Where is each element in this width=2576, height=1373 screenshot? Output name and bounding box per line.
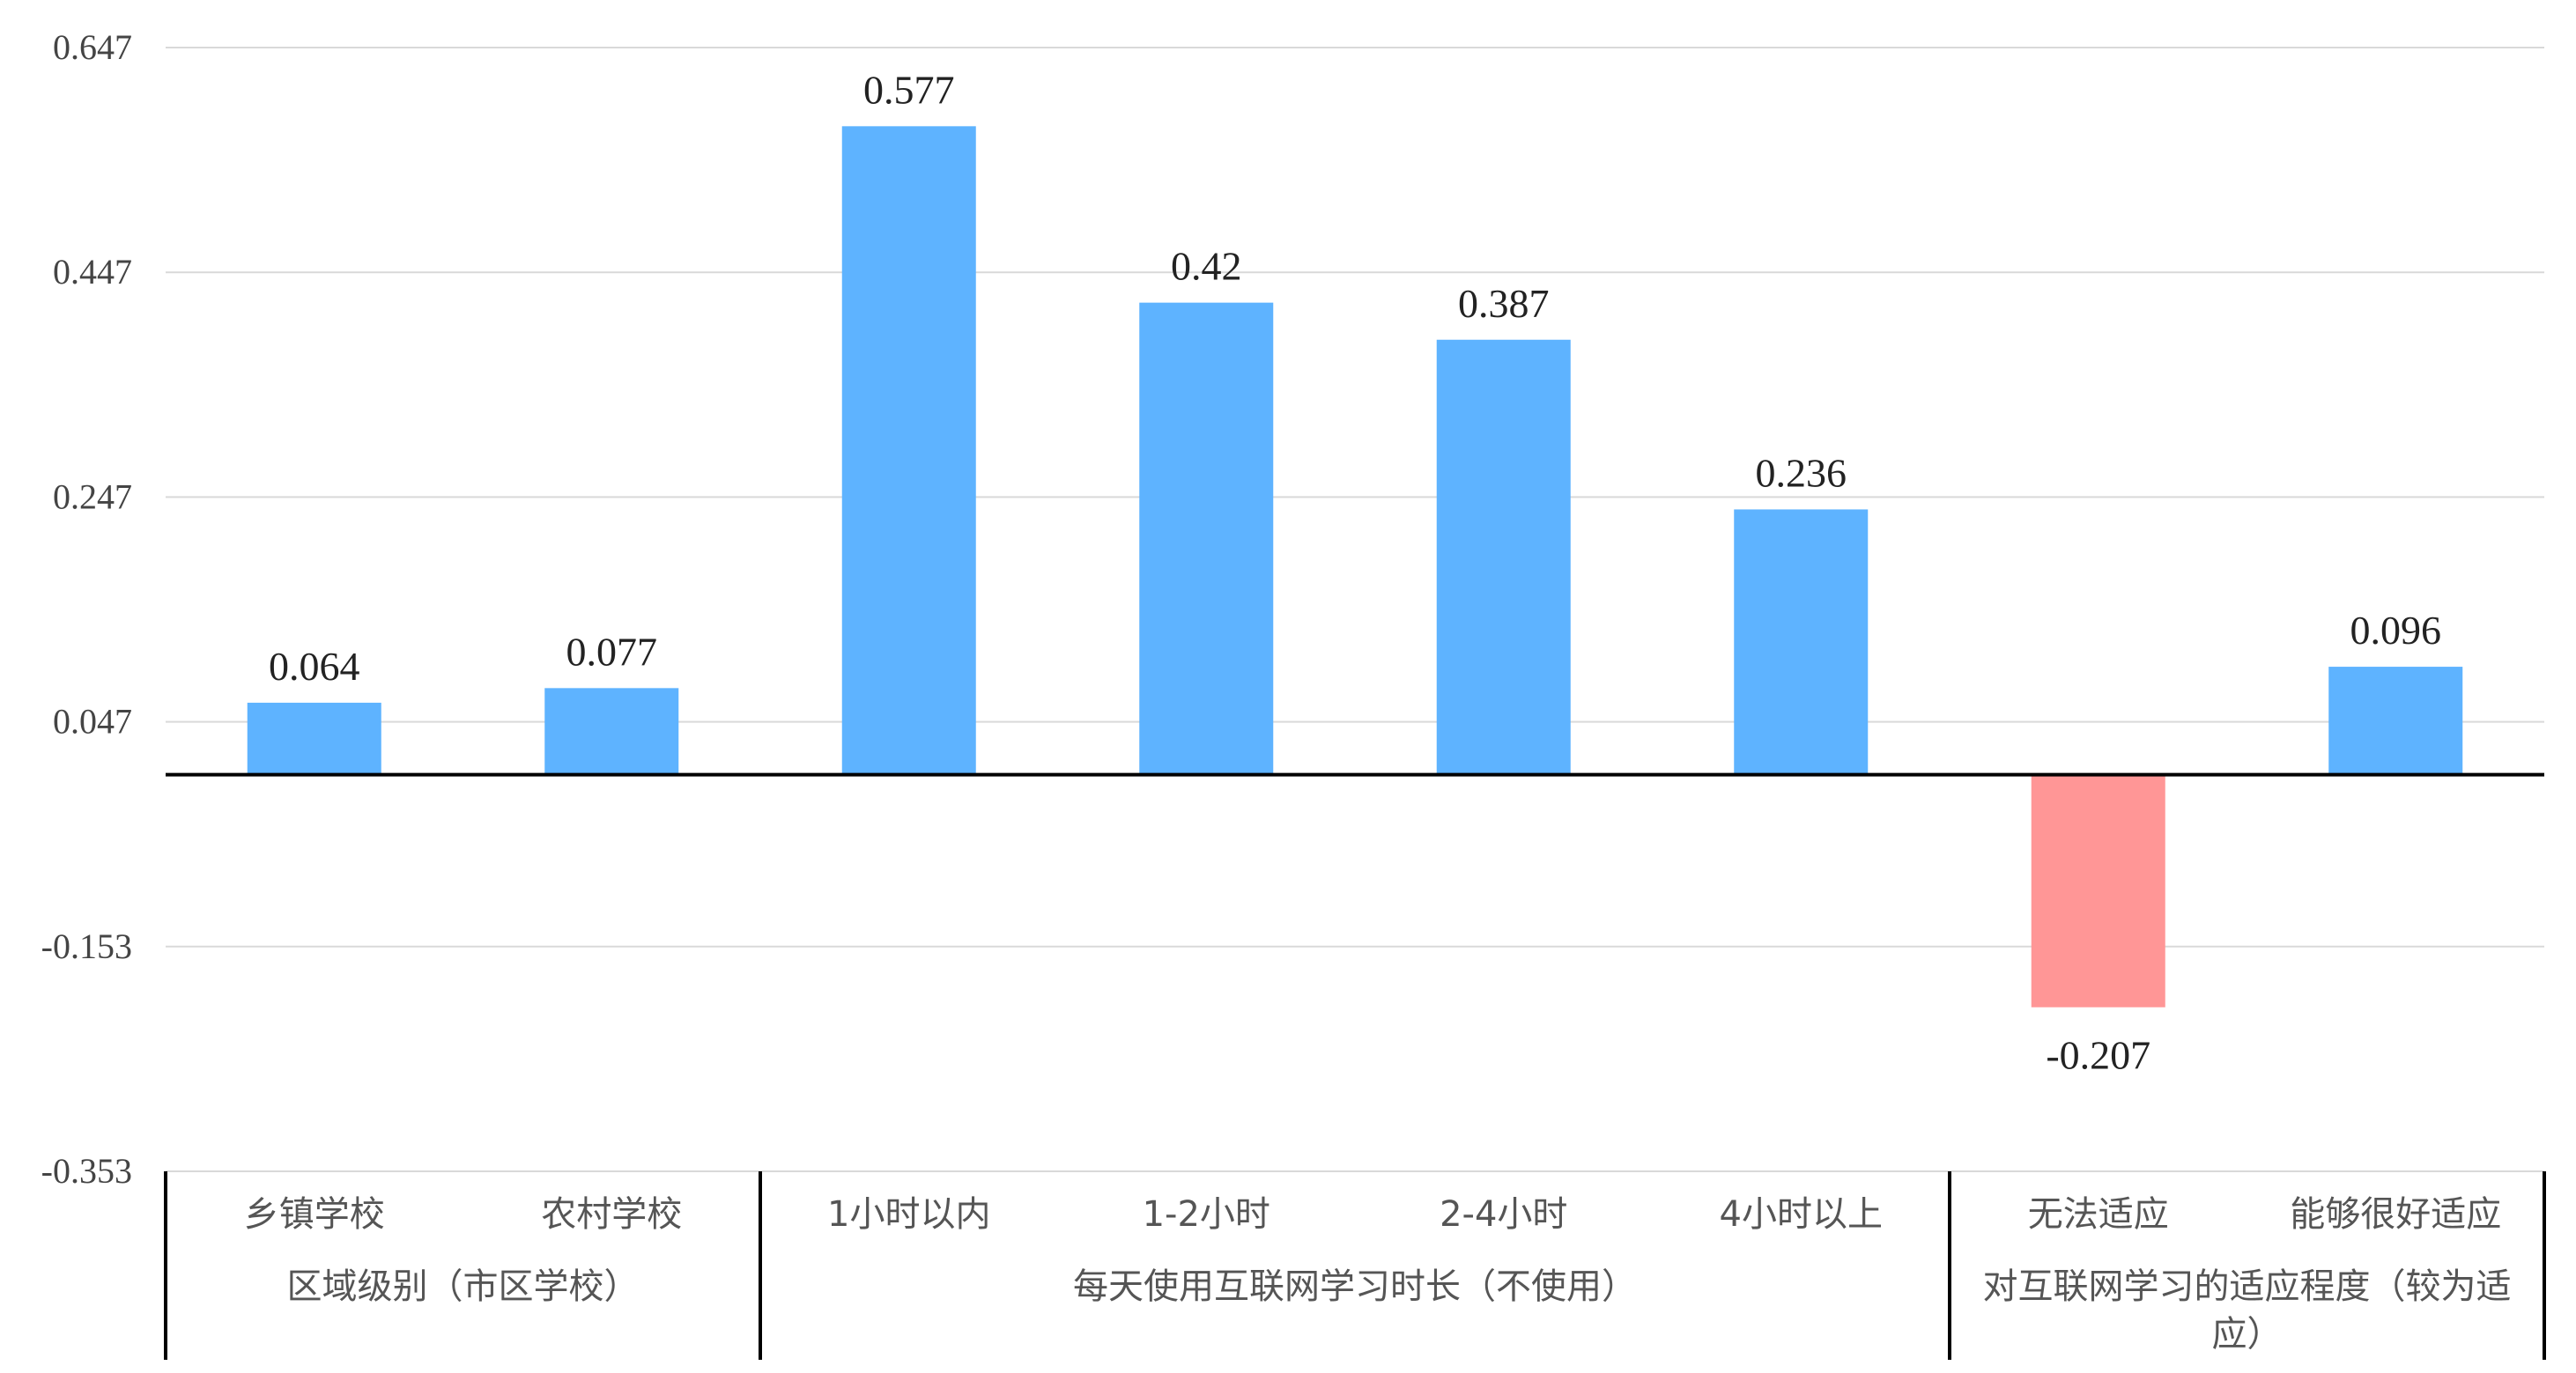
- group-label: 应）: [2212, 1314, 2283, 1355]
- bar: [1436, 339, 1571, 775]
- category-label: 1小时以内: [827, 1194, 990, 1235]
- bar: [1139, 302, 1274, 775]
- data-label: 0.064: [269, 644, 360, 689]
- group-label: 区域级别（市区学校）: [287, 1266, 640, 1307]
- data-label: 0.077: [566, 629, 658, 674]
- bar: [2328, 667, 2463, 775]
- category-label: 2-4小时: [1440, 1194, 1567, 1235]
- group-labels: 区域级别（市区学校） 每天使用互联网学习时长（不使用） 对互联网学习的适应程度（较为…: [287, 1266, 2512, 1355]
- data-label: -0.207: [2046, 1033, 2150, 1078]
- bars: [247, 126, 2463, 1008]
- bar: [841, 126, 976, 775]
- group-dividers: [164, 1171, 2546, 1360]
- group-label: 每天使用互联网学习时长（不使用）: [1073, 1266, 1637, 1307]
- y-tick-label: 0.247: [53, 476, 132, 516]
- category-label: 农村学校: [541, 1194, 682, 1235]
- y-tick-label: 0.647: [53, 27, 132, 67]
- y-tick-label: 0.047: [53, 702, 132, 742]
- category-label: 1-2小时: [1143, 1194, 1270, 1235]
- data-label: 0.236: [1756, 450, 1847, 495]
- data-label: 0.577: [863, 67, 955, 112]
- gridlines: [166, 47, 2544, 1172]
- y-tick-label: -0.153: [41, 926, 132, 966]
- data-label: 0.387: [1458, 281, 1550, 326]
- bar: [544, 688, 679, 775]
- category-label: 能够很好适应: [2290, 1194, 2501, 1235]
- data-label: 0.096: [2350, 608, 2442, 653]
- bar: [1734, 509, 1869, 775]
- category-label: 乡镇学校: [244, 1194, 385, 1235]
- y-tick-label: 0.447: [53, 252, 132, 292]
- category-label: 4小时以上: [1720, 1194, 1883, 1235]
- data-label: 0.42: [1171, 244, 1242, 289]
- category-labels: 乡镇学校 农村学校 1小时以内 1-2小时 2-4小时 4小时以上 无法适应 能够很好适应: [244, 1194, 2502, 1235]
- bar: [247, 702, 381, 775]
- group-label: 对互联网学习的适应程度（较为适: [1983, 1266, 2512, 1307]
- category-label: 无法适应: [2028, 1194, 2169, 1235]
- y-axis-ticks: 0.647 0.447 0.247 0.047 -0.153 -0.353: [41, 27, 132, 1191]
- y-tick-label: -0.353: [41, 1151, 132, 1191]
- data-labels: 0.064 0.077 0.577 0.42 0.387 0.236 -0.207 0.096: [269, 67, 2441, 1077]
- bar: [2031, 774, 2165, 1008]
